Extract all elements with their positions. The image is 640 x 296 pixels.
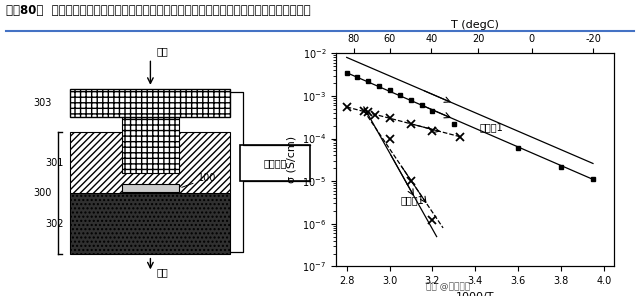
Text: 301: 301: [45, 158, 64, 168]
Bar: [70, 89, 230, 117]
Text: 300: 300: [33, 188, 51, 198]
X-axis label: 1000/T: 1000/T: [456, 292, 495, 296]
Bar: [240, 145, 310, 181]
Text: 302: 302: [45, 219, 64, 229]
Text: 实施例1: 实施例1: [479, 123, 503, 133]
Text: 加压: 加压: [157, 46, 168, 56]
Text: 加压: 加压: [157, 267, 168, 277]
Y-axis label: σ (S/cm): σ (S/cm): [287, 136, 296, 184]
Text: 头条 @未来智库: 头条 @未来智库: [426, 283, 470, 292]
Text: 100: 100: [182, 173, 217, 187]
Text: 303: 303: [33, 98, 51, 108]
Bar: [122, 117, 179, 173]
Text: 比较例1: 比较例1: [400, 196, 424, 206]
Bar: [70, 193, 230, 255]
Text: 恒电位仪: 恒电位仪: [264, 158, 287, 168]
Bar: [70, 132, 230, 193]
Bar: [122, 184, 179, 192]
X-axis label: T (degC): T (degC): [451, 20, 499, 30]
Text: 图表80：  卤化物固体电解质离子电导率测试示意，锂含量偏离基准值对离子电导率的正面作用: 图表80： 卤化物固体电解质离子电导率测试示意，锂含量偏离基准值对离子电导率的正…: [6, 4, 311, 17]
